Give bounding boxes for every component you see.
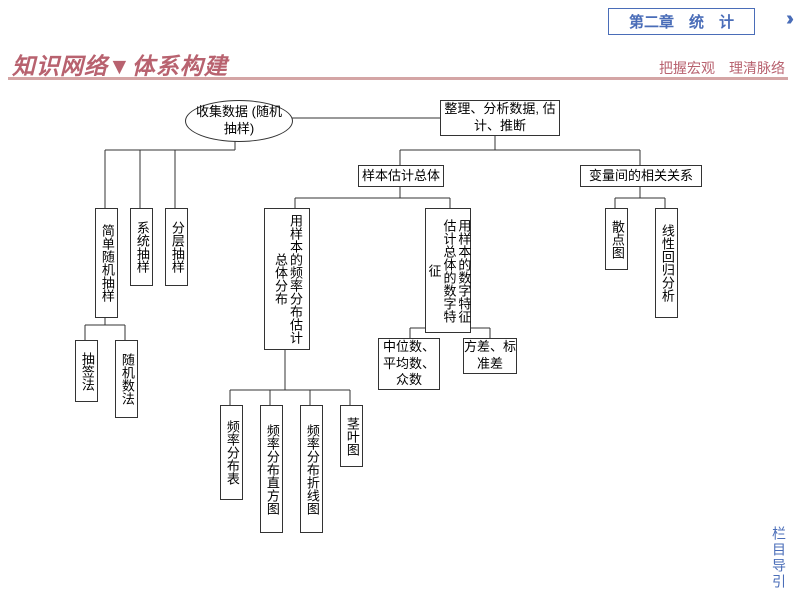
node-c1: 频率分布表 (220, 405, 243, 500)
node-b11: 用样本的频率分布估计总体分布 (264, 208, 310, 350)
node-c4: 茎叶图 (340, 405, 363, 467)
chevron-icon: ››› (786, 8, 788, 31)
node-a12: 随机数法 (115, 340, 138, 418)
node-d1: 中位数、平均数、众数 (378, 338, 440, 390)
node-b2: 变量间的相关关系 (580, 165, 702, 187)
node-e2: 线性回归分析 (655, 208, 678, 318)
node-a1: 简单随机抽样 (95, 208, 118, 318)
node-d2: 方差、标准差 (463, 338, 517, 374)
node-a11: 抽签法 (75, 340, 98, 402)
node-a3: 分层抽样 (165, 208, 188, 286)
node-b12: 用样本的数字特征估计总体的数字特征 (425, 208, 471, 333)
node-c2: 频率分布直方图 (260, 405, 283, 533)
page-subtitle: 把握宏观 理清脉络 (659, 58, 785, 78)
node-root2: 整理、分析数据, 估计、推断 (440, 100, 560, 136)
node-root1: 收集数据 (随机抽样) (185, 100, 293, 142)
node-a2: 系统抽样 (130, 208, 153, 286)
chapter-label: 第二章 统 计 (608, 8, 755, 35)
node-e1: 散点图 (605, 208, 628, 270)
page-title: 知识网络▼体系构建 (12, 47, 228, 81)
node-b1: 样本估计总体 (358, 165, 444, 187)
title-bar: 知识网络▼体系构建 把握宏观 理清脉络 (0, 50, 790, 80)
node-c3: 频率分布折线图 (300, 405, 323, 533)
